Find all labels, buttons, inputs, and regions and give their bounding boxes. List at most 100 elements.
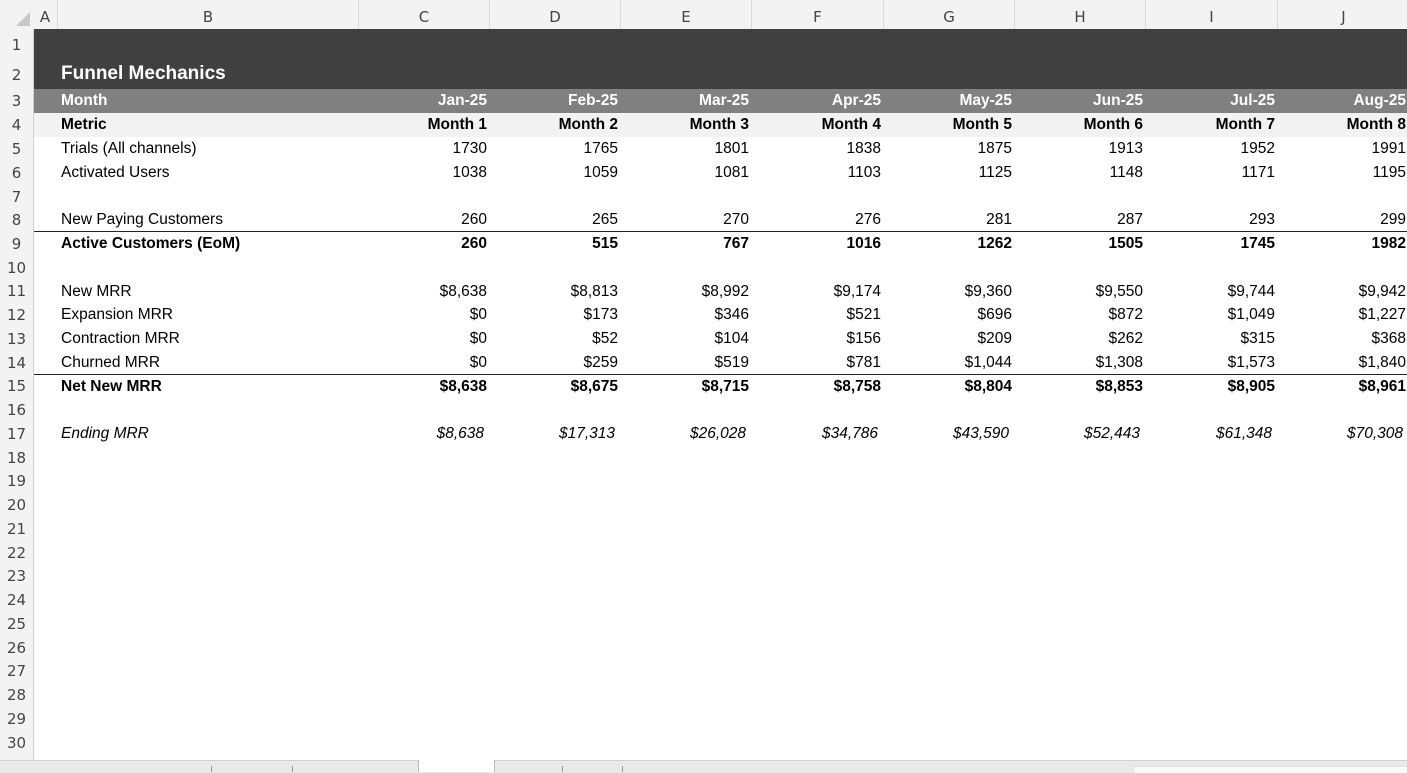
row-header[interactable]: 7 [11,188,22,206]
value-cell[interactable]: $521 [846,306,881,323]
value-cell[interactable]: $61,348 [1215,425,1272,442]
value-cell[interactable]: 1262 [977,235,1012,252]
value-cell[interactable]: 1838 [846,140,881,157]
value-cell[interactable]: 281 [986,211,1012,228]
value-cell[interactable]: 1038 [452,164,487,181]
value-cell[interactable]: $104 [714,330,749,347]
value-cell[interactable]: $1,840 [1358,354,1406,371]
active-customers-label[interactable]: Active Customers (EoM) [61,235,241,252]
month-header-cell[interactable]: May-25 [959,92,1012,109]
value-cell[interactable]: $9,942 [1358,283,1406,300]
value-cell[interactable]: $8,638 [439,378,487,395]
horizontal-scrollbar[interactable] [1135,766,1407,773]
value-cell[interactable]: 1952 [1240,140,1275,157]
month-number-cell[interactable]: Month 2 [558,116,618,133]
row-header[interactable]: 14 [6,354,27,372]
value-cell[interactable]: 1765 [583,140,618,157]
value-cell[interactable]: 515 [592,235,618,252]
month-header-cell[interactable]: Aug-25 [1353,92,1406,109]
value-cell[interactable]: $17,313 [558,425,615,442]
value-cell[interactable]: $1,227 [1358,306,1406,323]
value-cell[interactable]: $368 [1371,330,1406,347]
row-header[interactable]: 12 [6,306,27,324]
value-cell[interactable]: 1913 [1108,140,1143,157]
column-header-b[interactable]: B [58,0,359,29]
value-cell[interactable]: $8,992 [701,283,749,300]
value-cell[interactable]: $519 [714,354,749,371]
select-all-corner[interactable] [0,0,33,29]
month-number-cell[interactable]: Month 4 [821,116,881,133]
value-cell[interactable]: 260 [461,235,487,252]
value-cell[interactable]: 270 [723,211,749,228]
row-header[interactable]: 24 [6,591,27,609]
month-header-cell[interactable]: Jun-25 [1093,92,1143,109]
row-header[interactable]: 16 [6,401,27,419]
value-cell[interactable]: $34,786 [821,425,878,442]
value-cell[interactable]: 1875 [977,140,1012,157]
value-cell[interactable]: 1148 [1109,164,1143,181]
value-cell[interactable]: $8,638 [436,425,484,442]
new-mrr-label[interactable]: New MRR [61,283,132,300]
value-cell[interactable]: $8,905 [1227,378,1275,395]
column-header-c[interactable]: C [359,0,490,29]
value-cell[interactable]: $0 [469,330,487,347]
value-cell[interactable]: $9,744 [1227,283,1275,300]
value-cell[interactable]: 1730 [452,140,487,157]
value-cell[interactable]: 1103 [847,164,881,181]
value-cell[interactable]: $0 [469,354,487,371]
row-header[interactable]: 3 [11,92,22,110]
activated-users-label[interactable]: Activated Users [61,164,170,181]
value-cell[interactable]: 1505 [1108,235,1143,252]
value-cell[interactable]: 260 [461,211,487,228]
value-cell[interactable]: 1991 [1371,140,1406,157]
column-header-d[interactable]: D [490,0,621,29]
value-cell[interactable]: 1982 [1371,235,1406,252]
value-cell[interactable]: $8,853 [1095,378,1143,395]
value-cell[interactable]: $52 [592,330,618,347]
value-cell[interactable]: $209 [977,330,1012,347]
value-cell[interactable]: 767 [723,235,749,252]
value-cell[interactable]: 293 [1249,211,1275,228]
row-header[interactable]: 20 [6,496,27,514]
value-cell[interactable]: $52,443 [1083,425,1140,442]
value-cell[interactable]: 1801 [714,140,749,157]
row-header[interactable]: 6 [11,164,22,182]
column-header-i[interactable]: I [1146,0,1278,29]
row-header[interactable]: 27 [6,662,27,680]
value-cell[interactable]: $781 [846,354,881,371]
value-cell[interactable]: $259 [583,354,618,371]
trials-label[interactable]: Trials (All channels) [61,140,197,157]
ending-mrr-label[interactable]: Ending MRR [61,425,149,442]
value-cell[interactable]: $70,308 [1346,425,1403,442]
expansion-mrr-label[interactable]: Expansion MRR [61,306,173,323]
row-header[interactable]: 18 [6,449,27,467]
column-header-g[interactable]: G [884,0,1015,29]
row-header[interactable]: 15 [6,377,27,395]
value-cell[interactable]: 1171 [1241,164,1275,181]
metric-label-cell[interactable]: Metric [61,116,107,133]
value-cell[interactable]: $8,804 [964,378,1012,395]
month-header-cell[interactable]: Feb-25 [568,92,618,109]
row-header[interactable]: 4 [11,116,22,134]
value-cell[interactable]: $1,049 [1227,306,1275,323]
value-cell[interactable]: $1,573 [1227,354,1275,371]
row-header[interactable]: 19 [6,472,27,490]
month-number-cell[interactable]: Month 7 [1215,116,1275,133]
value-cell[interactable]: $173 [583,306,618,323]
value-cell[interactable]: $156 [846,330,881,347]
value-cell[interactable]: $346 [714,306,749,323]
row-header[interactable]: 8 [11,211,22,229]
value-cell[interactable]: $26,028 [689,425,746,442]
value-cell[interactable]: $872 [1108,306,1143,323]
row-header[interactable]: 21 [6,520,27,538]
month-header-cell[interactable]: Mar-25 [699,92,749,109]
column-header-a[interactable]: A [33,0,58,29]
value-cell[interactable]: $8,961 [1358,378,1406,395]
value-cell[interactable]: $43,590 [952,425,1009,442]
row-header[interactable]: 30 [6,734,27,752]
value-cell[interactable]: 1195 [1372,164,1406,181]
value-cell[interactable]: $8,638 [439,283,487,300]
month-number-cell[interactable]: Month 1 [427,116,487,133]
sheet-title[interactable]: Funnel Mechanics [61,63,226,84]
month-number-cell[interactable]: Month 3 [689,116,749,133]
